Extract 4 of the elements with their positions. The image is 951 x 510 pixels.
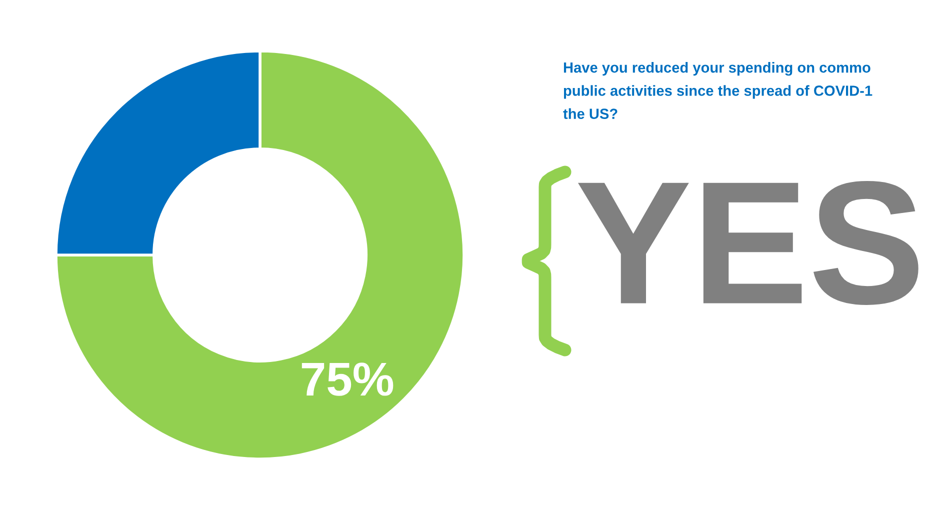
data-label: 75% [302,362,394,396]
text: YES [578,181,918,305]
text: Have you reduced your spending on commo public activities since the spread of COVID-1 the US? [563,62,872,119]
donut-slice [54,50,466,460]
